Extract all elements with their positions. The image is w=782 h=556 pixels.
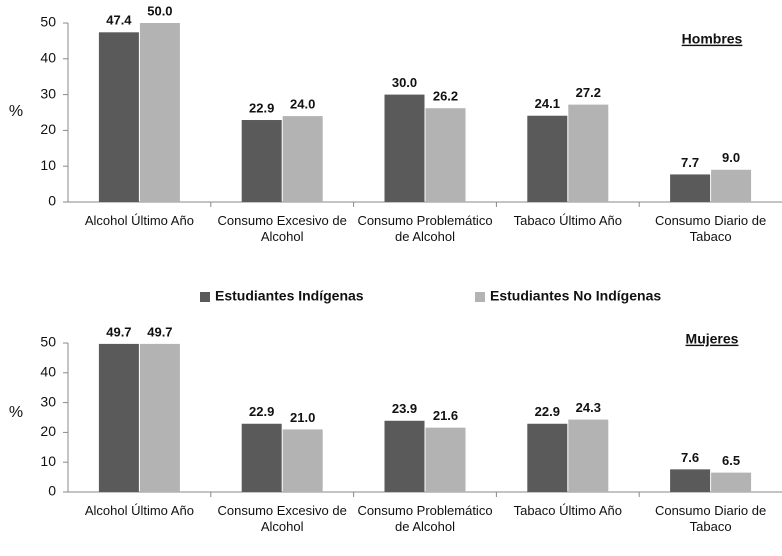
bar	[282, 429, 323, 492]
bar	[98, 343, 139, 492]
y-tick-label: 10	[40, 453, 56, 469]
y-axis-label: %	[9, 103, 23, 120]
x-tick-label: Alcohol Último Año	[84, 213, 194, 228]
legend-label: Estudiantes Indígenas	[215, 288, 364, 304]
bar	[425, 108, 466, 202]
bar	[670, 174, 711, 202]
bar	[670, 469, 711, 492]
value-label: 24.1	[535, 96, 560, 111]
bar	[282, 116, 323, 202]
value-label: 49.7	[147, 324, 172, 339]
bar	[527, 423, 568, 492]
bar	[241, 120, 282, 202]
x-tick-label: Consumo Excesivo de Alcohol	[217, 213, 347, 244]
x-tick-label: Consumo Problemático de Alcohol	[357, 503, 493, 534]
y-axis-label: %	[9, 404, 23, 421]
x-tick-label: Consumo Diario de Tabaco	[654, 213, 767, 244]
bar	[568, 419, 609, 492]
bar	[139, 343, 180, 492]
y-tick-label: 0	[48, 483, 56, 499]
y-tick-label: 40	[40, 364, 56, 380]
value-label: 22.9	[249, 100, 274, 115]
bar	[527, 115, 568, 202]
chart-title: Mujeres	[686, 331, 739, 347]
value-label: 22.9	[535, 404, 560, 419]
y-tick-label: 40	[40, 50, 56, 66]
bar	[425, 427, 466, 492]
bar	[241, 423, 282, 492]
y-tick-label: 50	[40, 334, 56, 350]
bar	[384, 420, 425, 492]
value-label: 47.4	[106, 13, 132, 28]
bar	[711, 169, 752, 202]
bar	[139, 23, 180, 202]
y-tick-label: 10	[40, 157, 56, 173]
bar	[568, 104, 609, 202]
chart-title: Hombres	[682, 31, 743, 47]
x-tick-label: Tabaco Último Año	[513, 503, 622, 518]
value-label: 49.7	[106, 324, 131, 339]
legend-swatch	[200, 292, 210, 302]
value-label: 24.3	[576, 400, 601, 415]
x-tick-label: Consumo Excesivo de Alcohol	[217, 503, 347, 534]
value-label: 27.2	[576, 85, 601, 100]
value-label: 50.0	[147, 3, 172, 18]
y-tick-label: 50	[40, 14, 56, 30]
x-tick-label: Tabaco Último Año	[513, 213, 622, 228]
y-tick-label: 30	[40, 85, 56, 101]
legend-swatch	[475, 292, 485, 302]
value-label: 21.6	[433, 408, 458, 423]
value-label: 21.0	[290, 410, 315, 425]
x-tick-label: Consumo Problemático de Alcohol	[357, 213, 493, 244]
y-tick-label: 30	[40, 393, 56, 409]
legend-label: Estudiantes No Indígenas	[490, 288, 661, 304]
value-label: 26.2	[433, 89, 458, 104]
value-label: 6.5	[722, 453, 740, 468]
value-label: 23.9	[392, 401, 417, 416]
value-label: 9.0	[722, 150, 740, 165]
y-tick-label: 0	[48, 193, 56, 209]
value-label: 22.9	[249, 404, 274, 419]
y-tick-label: 20	[40, 121, 56, 137]
bar	[384, 94, 425, 202]
value-label: 7.7	[681, 155, 699, 170]
y-tick-label: 20	[40, 423, 56, 439]
value-label: 7.6	[681, 450, 699, 465]
bar	[98, 32, 139, 202]
bar	[711, 472, 752, 492]
value-label: 30.0	[392, 75, 417, 90]
x-tick-label: Alcohol Último Año	[84, 503, 194, 518]
x-tick-label: Consumo Diario de Tabaco	[654, 503, 767, 534]
value-label: 24.0	[290, 97, 315, 112]
